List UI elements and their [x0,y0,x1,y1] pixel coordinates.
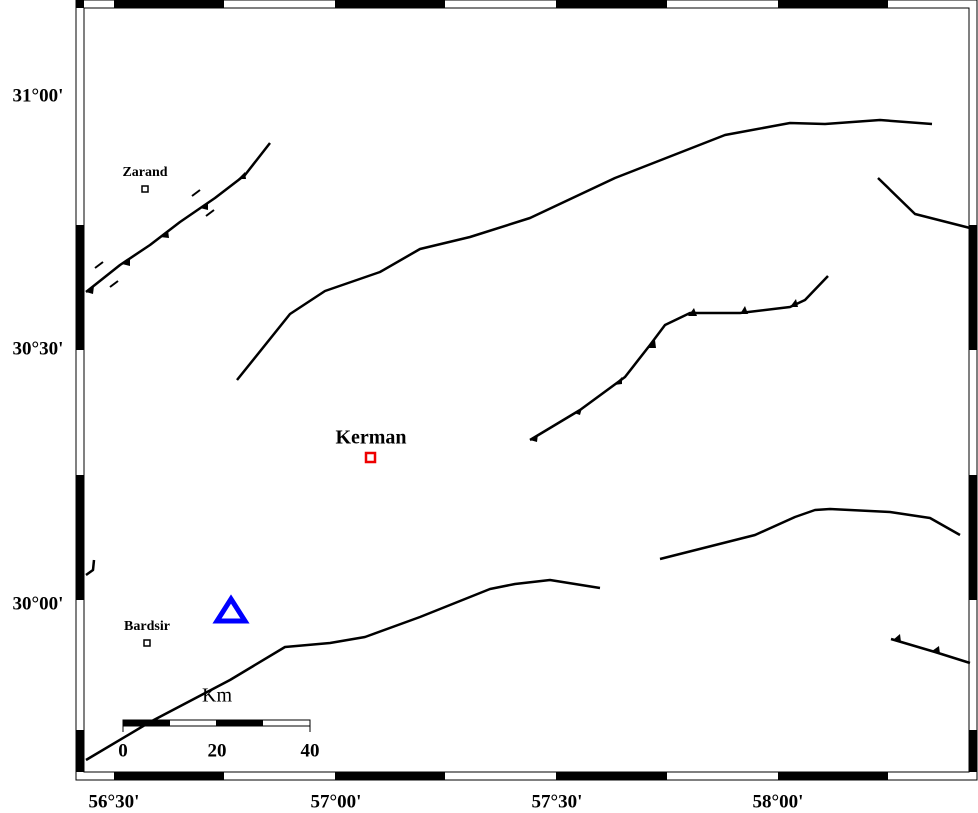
lon-label: 56°30' [89,791,140,812]
map-frame [75,0,978,781]
lat-label: 30°30' [13,338,64,359]
lon-label: 58°00' [753,791,804,812]
city-marker [364,451,377,464]
lat-label: 30°00' [13,593,64,614]
scale-label: 40 [301,740,320,761]
lat-label: 31°00' [13,85,64,106]
lon-label: 57°30' [532,791,583,812]
lon-label: 57°00' [311,791,362,812]
station-marker [212,594,250,624]
scale-unit: Km [202,685,232,707]
place-label: Zarand [122,165,167,180]
town-marker [143,639,151,647]
scale-bar [122,719,311,732]
place-label: Kerman [335,427,406,449]
town-marker [141,185,149,193]
scale-label: 0 [118,740,128,761]
faults [85,118,971,762]
scale-label: 20 [208,740,227,761]
place-label: Bardsir [124,619,170,634]
